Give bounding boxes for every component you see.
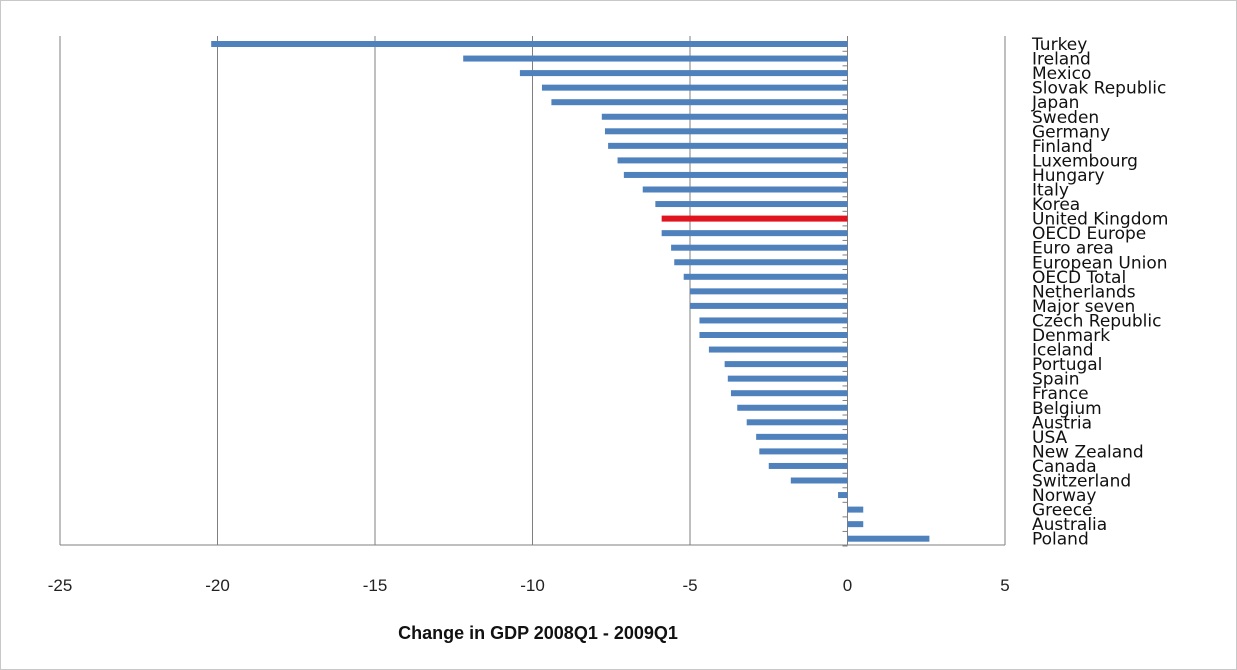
bars (211, 41, 930, 542)
bar (727, 375, 848, 382)
bar (655, 201, 848, 208)
bar (768, 462, 848, 469)
category-label: Denmark (1032, 326, 1110, 346)
bar (661, 230, 848, 237)
category-label: Ireland (1032, 50, 1091, 70)
bar (847, 521, 864, 528)
bar (642, 186, 848, 193)
bar (551, 99, 848, 106)
category-label: Euro area (1032, 239, 1114, 259)
bar (674, 259, 848, 266)
category-label: Iceland (1032, 341, 1094, 361)
gridlines (59, 36, 1006, 545)
x-tick-label: -5 (682, 576, 697, 595)
category-label: New Zealand (1032, 442, 1144, 462)
bar (683, 273, 848, 280)
category-label: Canada (1032, 457, 1097, 477)
category-label: Netherlands (1032, 282, 1136, 302)
category-label: Greece (1032, 501, 1093, 521)
bar (730, 390, 848, 397)
category-label: Germany (1032, 122, 1110, 142)
x-tick-label: -10 (520, 576, 545, 595)
category-label: OECD Total (1032, 268, 1126, 288)
category-label: OECD Europe (1032, 224, 1146, 244)
category-label: Slovak Republic (1032, 79, 1166, 99)
x-tick-label: -25 (48, 576, 73, 595)
bar (724, 361, 848, 368)
category-label: European Union (1032, 253, 1168, 273)
bar (759, 448, 848, 455)
bar (690, 302, 848, 309)
category-label: Australia (1032, 515, 1107, 535)
bar (756, 433, 848, 440)
bar (211, 41, 848, 47)
bar (541, 84, 848, 91)
category-label: Portugal (1032, 355, 1102, 375)
bar (463, 55, 848, 62)
category-label: Belgium (1032, 399, 1102, 419)
x-axis-label: Change in GDP 2008Q1 - 2009Q1 (398, 623, 678, 643)
bar (671, 244, 848, 251)
x-tick-label: -15 (363, 576, 388, 595)
category-label: Poland (1032, 530, 1089, 550)
bar (708, 346, 848, 353)
bar (746, 419, 848, 426)
category-label: Switzerland (1032, 472, 1131, 492)
bar (847, 506, 864, 513)
bar (519, 70, 848, 77)
bar (699, 332, 848, 338)
category-label: USA (1032, 428, 1068, 448)
category-label: Turkey (1031, 35, 1087, 55)
x-tick-labels: -25 -20 -15 -10 -5 0 5 (48, 576, 1010, 595)
bar (608, 142, 848, 149)
x-tick-label: -20 (205, 576, 230, 595)
bar (623, 171, 848, 178)
x-tick-label: 0 (843, 576, 852, 595)
category-label: France (1032, 384, 1089, 404)
bar (604, 128, 848, 135)
bar (690, 288, 848, 295)
category-label: Spain (1032, 370, 1080, 390)
category-label: Major seven (1032, 297, 1135, 317)
bar (790, 477, 848, 484)
category-label: Korea (1032, 195, 1080, 215)
category-label: Hungary (1032, 166, 1105, 186)
bar (601, 113, 848, 120)
bar (737, 404, 848, 411)
category-label: Italy (1032, 181, 1069, 201)
category-label: Luxembourg (1032, 151, 1138, 171)
bar (699, 317, 848, 324)
bar (617, 157, 848, 164)
bar (847, 535, 930, 542)
category-label: Mexico (1032, 64, 1091, 84)
bar (838, 492, 848, 499)
bar (661, 215, 848, 222)
category-label: Japan (1031, 93, 1079, 113)
category-label: Czech Republic (1032, 311, 1161, 331)
category-label: Austria (1032, 413, 1092, 433)
category-label: Finland (1032, 137, 1093, 157)
category-label: United Kingdom (1032, 210, 1168, 230)
category-label: Norway (1032, 486, 1097, 506)
x-tick-label: 5 (1000, 576, 1009, 595)
category-label: Sweden (1032, 108, 1099, 128)
